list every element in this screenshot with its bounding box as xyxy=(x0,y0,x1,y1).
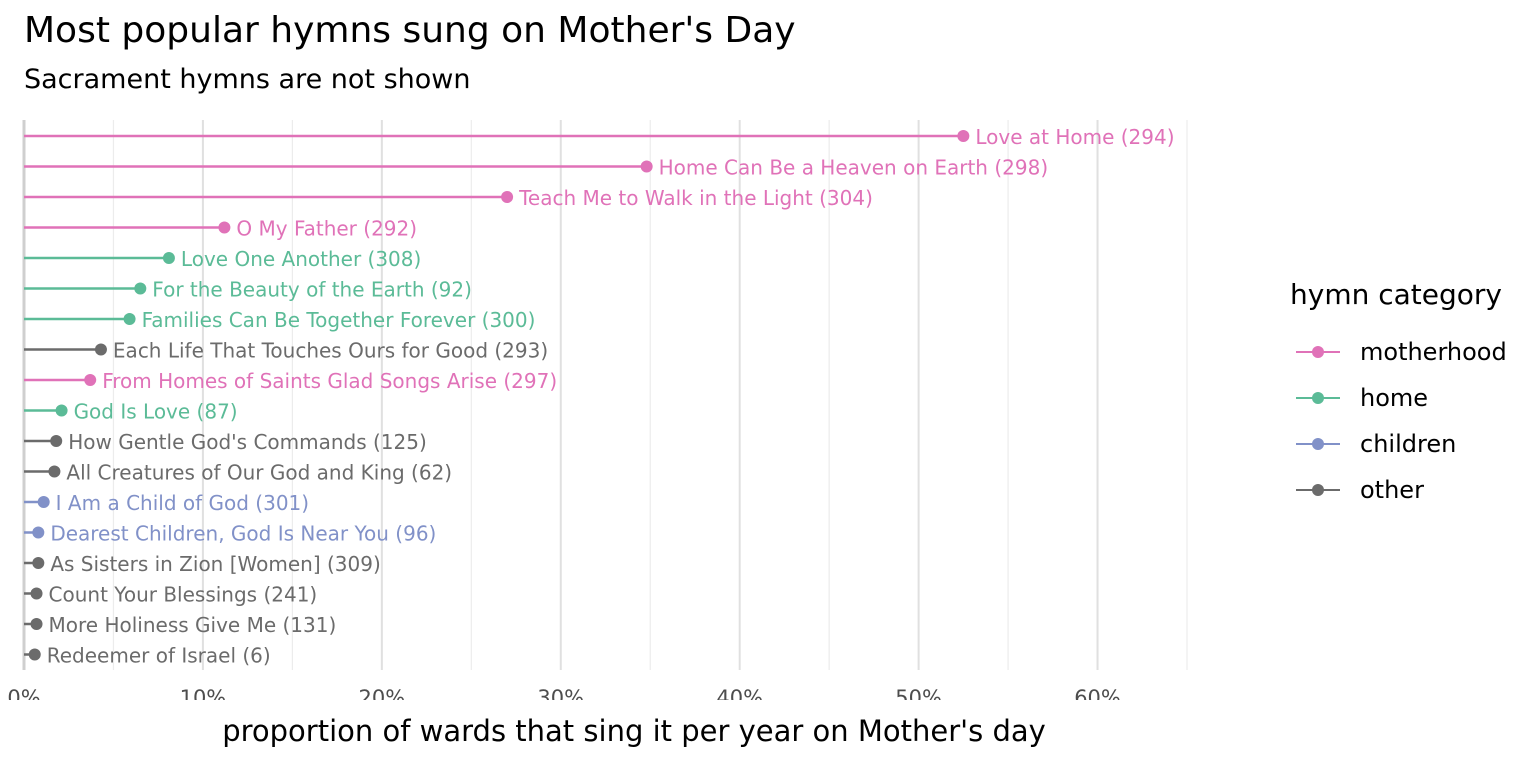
lollipop-point xyxy=(55,404,68,417)
lollipop-point xyxy=(123,313,136,325)
lollipop-point xyxy=(30,587,43,600)
legend-label: children xyxy=(1360,430,1457,458)
lollipop-point xyxy=(32,557,45,569)
x-tick-labels: 0% 10% 20% 30% 40% 50% 60% xyxy=(7,686,1121,700)
hymn-label: Love at Home (294) xyxy=(975,125,1174,149)
hymn-label: How Gentle God's Commands (125) xyxy=(68,430,427,454)
legend-items: motherhood home children other xyxy=(1290,329,1507,513)
legend-key-icon xyxy=(1296,388,1340,408)
legend-key-icon xyxy=(1296,480,1340,500)
lollipop-point xyxy=(957,130,970,142)
x-tick-label: 10% xyxy=(180,686,227,700)
hymn-label: Teach Me to Walk in the Light (304) xyxy=(518,186,873,210)
lollipop-point xyxy=(48,465,61,478)
hymn-label: God Is Love (87) xyxy=(74,400,238,424)
lollipop-point xyxy=(501,191,514,203)
x-tick-label: 50% xyxy=(895,686,942,700)
hymn-label: Families Can Be Together Forever (300) xyxy=(142,308,536,332)
lollipop-point xyxy=(32,526,45,539)
lollipop-point xyxy=(50,435,63,447)
x-tick-label: 0% xyxy=(7,686,40,700)
legend-label: home xyxy=(1360,384,1429,412)
lollipop-point xyxy=(162,252,175,264)
lollipop-point xyxy=(640,160,653,173)
legend-item: motherhood xyxy=(1290,329,1507,375)
legend-label: motherhood xyxy=(1360,338,1507,366)
hymn-label: All Creatures of Our God and King (62) xyxy=(66,461,452,485)
lollipop-point xyxy=(37,496,50,508)
x-axis-label: proportion of wards that sing it per yea… xyxy=(222,714,1046,748)
lollipop-point xyxy=(218,221,231,234)
grid-lines xyxy=(22,120,1188,670)
hymn-label: Love One Another (308) xyxy=(181,247,421,271)
hymn-label: For the Beauty of the Earth (92) xyxy=(152,278,472,302)
lollipop-point xyxy=(94,343,107,356)
chart-subtitle: Sacrament hymns are not shown xyxy=(24,64,471,95)
x-tick-label: 60% xyxy=(1074,686,1121,700)
legend-item: home xyxy=(1290,375,1507,421)
hymn-label: O My Father (292) xyxy=(236,217,417,241)
hymn-label: As Sisters in Zion [Women] (309) xyxy=(50,552,380,576)
chart-title: Most popular hymns sung on Mother's Day xyxy=(24,10,796,51)
hymn-label: Count Your Blessings (241) xyxy=(49,583,318,607)
x-tick-label: 20% xyxy=(359,686,406,700)
lollipop-point xyxy=(28,648,41,661)
lollipop-chart: 0% 10% 20% 30% 40% 50% 60% Love at Home (294) H… xyxy=(7,120,1188,700)
lollipop-marks: Love at Home (294) Home Can Be a Heaven o… xyxy=(24,125,1175,668)
hymn-label: More Holiness Give Me (131) xyxy=(49,613,337,637)
legend-key-icon xyxy=(1296,434,1340,454)
legend-title: hymn category xyxy=(1290,278,1502,311)
hymn-label: From Homes of Saints Glad Songs Arise (2… xyxy=(102,369,557,393)
hymn-label: Each Life That Touches Ours for Good (29… xyxy=(113,339,548,363)
x-tick-label: 30% xyxy=(537,686,584,700)
legend-key-icon xyxy=(1296,342,1340,362)
hymn-label: Redeemer of Israel (6) xyxy=(47,644,271,668)
legend-item: other xyxy=(1290,467,1507,513)
lollipop-point xyxy=(30,618,43,630)
hymn-label: I Am a Child of God (301) xyxy=(56,491,309,515)
hymn-label: Dearest Children, God Is Near You (96) xyxy=(50,522,436,546)
legend-label: other xyxy=(1360,476,1424,504)
legend-item: children xyxy=(1290,421,1507,467)
x-tick-label: 40% xyxy=(716,686,763,700)
hymn-label: Home Can Be a Heaven on Earth (298) xyxy=(659,156,1048,180)
lollipop-point xyxy=(84,374,97,386)
legend: hymn category motherhood home children othe… xyxy=(1290,278,1507,513)
lollipop-point xyxy=(134,282,147,295)
